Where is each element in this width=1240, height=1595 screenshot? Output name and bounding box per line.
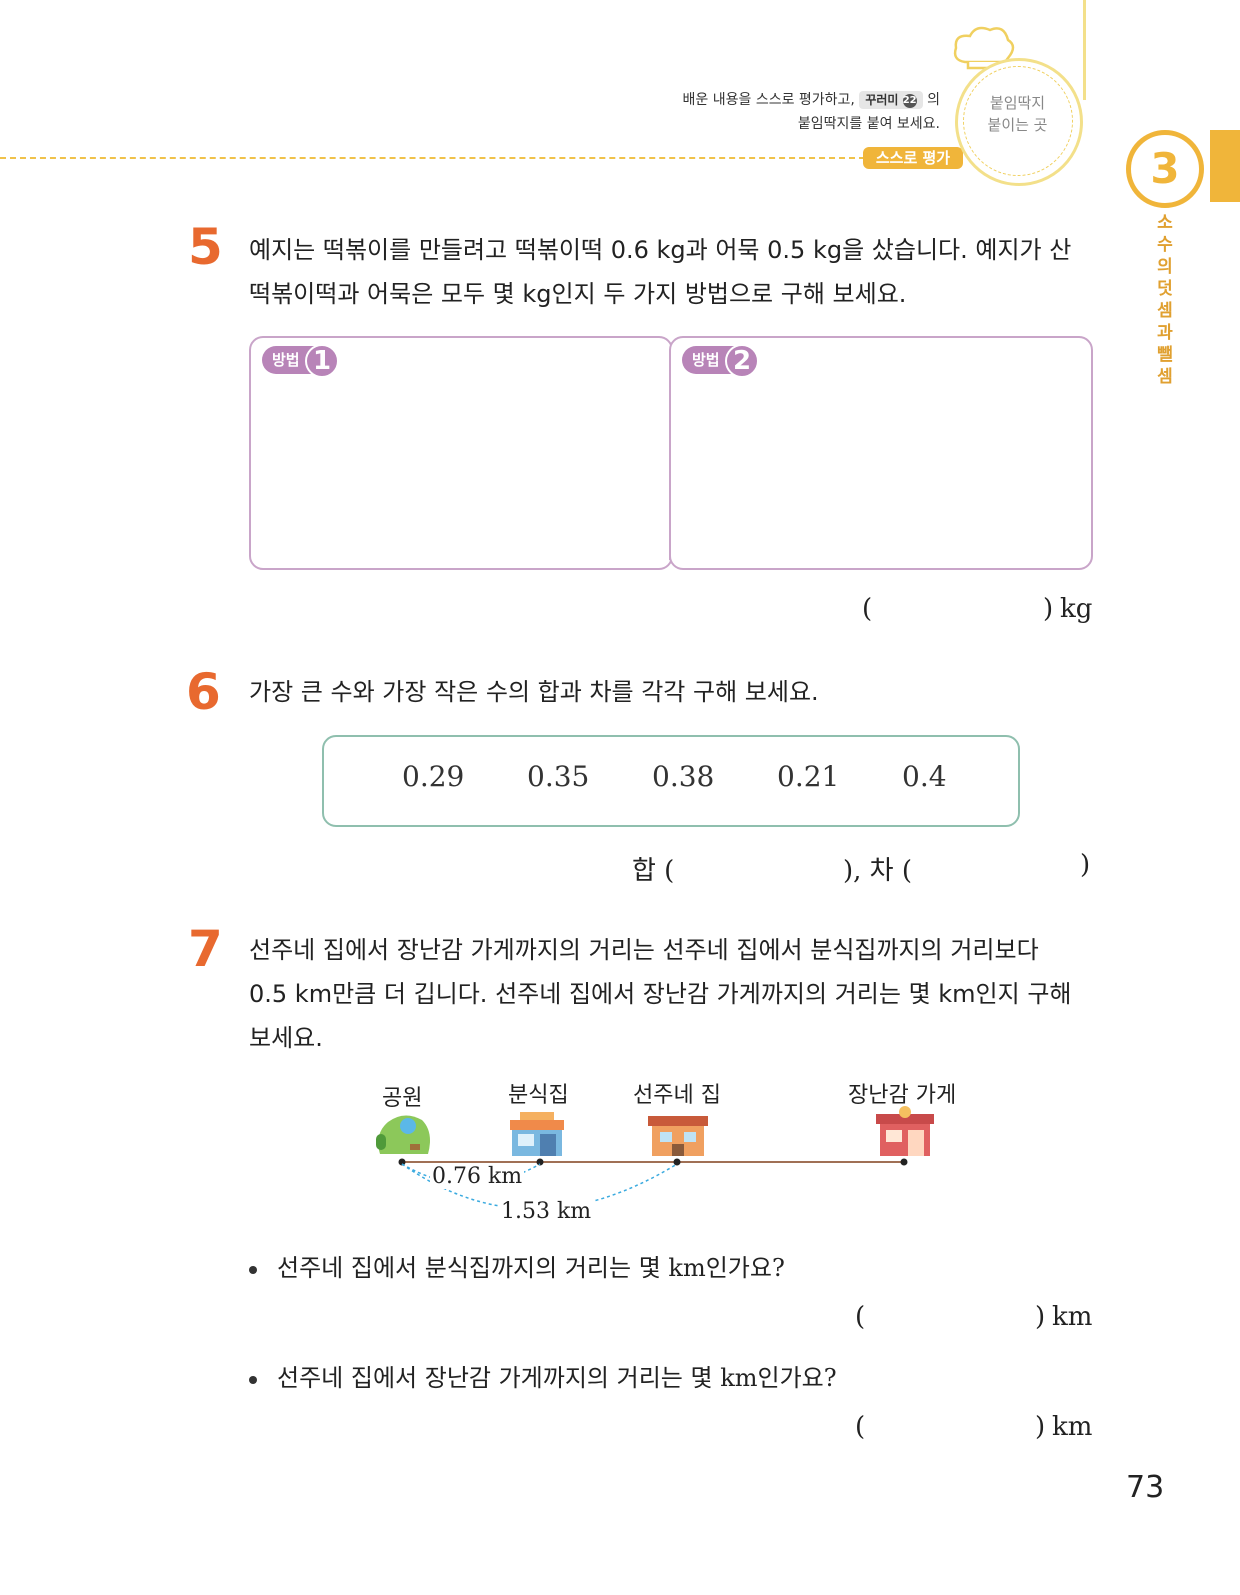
answer-unit: km [1052,1302,1093,1332]
chapter-circle [1126,130,1204,208]
sticker-label: 붙임딱지 붙이는 곳 [987,94,1048,134]
answer-unit: km [1052,1412,1093,1442]
distance-1-label: 0.76 km [430,1164,525,1189]
method-2-number: 2 [725,344,759,378]
answer-7a-field[interactable] [872,1300,1032,1334]
distance-diagram [376,1106,934,1210]
answer-open-paren: ( [862,594,873,624]
chapter-title: 소수의 덧셈과 뺄셈 [1157,213,1173,387]
chapter-number: 3 [1150,144,1180,193]
diff-close-paren: ) [1080,850,1091,880]
answer-unit: kg [1060,594,1093,624]
number-box [322,735,1020,827]
place-park-label: 공원 [382,1086,423,1111]
package-chip: 꾸러미 22 [859,91,923,109]
snack-shop-icon [510,1112,564,1156]
bullet-icon [249,1375,257,1384]
home-icon [648,1116,708,1156]
chapter-tab [1210,130,1240,202]
sum-label: 합 ( [632,856,675,886]
problem-6-text: 가장 큰 수와 가장 작은 수의 합과 차를 각각 구해 보세요. [249,678,819,706]
sticker-area[interactable] [955,58,1083,186]
answer-7b-field[interactable] [872,1410,1032,1444]
diff-label: ), 차 ( [843,856,913,886]
number-item: 0.35 [527,760,590,793]
method-1-number: 1 [305,344,339,378]
toy-shop-icon [876,1106,934,1156]
number-item: 0.21 [777,760,840,793]
problem-7-text: 선주네 집에서 장난감 가게까지의 거리는 선주네 집에서 분식집까지의 거리보… [249,936,1072,1052]
answer-close-paren: ) [1043,594,1054,624]
answer-open-paren: ( [855,1412,866,1442]
problem-5-text: 예지는 떡볶이를 만들려고 떡볶이떡 0.6 kg과 어묵 0.5 kg을 샀습… [249,236,1072,308]
answer-5-field[interactable] [880,592,1040,626]
answer-close-paren: ) [1035,1412,1046,1442]
header-divider [0,157,865,159]
park-icon [376,1115,430,1154]
problem-6-number: 6 [186,663,221,721]
diff-answer-field[interactable] [915,848,1075,882]
number-item: 0.38 [652,760,715,793]
sum-answer-field[interactable] [680,848,840,882]
number-item: 0.29 [402,760,465,793]
method-divider [669,350,671,560]
answer-open-paren: ( [855,1302,866,1332]
distance-2-label: 1.53 km [499,1199,594,1224]
page-number: 73 [1126,1470,1165,1505]
header-instruction: 배운 내용을 스스로 평가하고, 꾸러미 22 의 붙임딱지를 붙여 보세요. [682,91,940,132]
problem-5-number: 5 [188,218,223,276]
answer-close-paren: ) [1035,1302,1046,1332]
sticker-hanger-line [1083,0,1086,100]
bullet-icon [249,1265,257,1274]
problem-7-number: 7 [188,920,223,978]
self-eval-badge: 스스로 평가 [863,147,963,169]
question-1: 선주네 집에서 분식집까지의 거리는 몇 km인가요? [249,1248,785,1283]
question-2: 선주네 집에서 장난감 가게까지의 거리는 몇 km인가요? [249,1358,837,1393]
place-snack-label: 분식집 [508,1083,569,1108]
place-home-label: 선주네 집 [633,1083,721,1108]
place-toy-label: 장난감 가게 [848,1083,957,1108]
number-item: 0.4 [902,760,947,793]
